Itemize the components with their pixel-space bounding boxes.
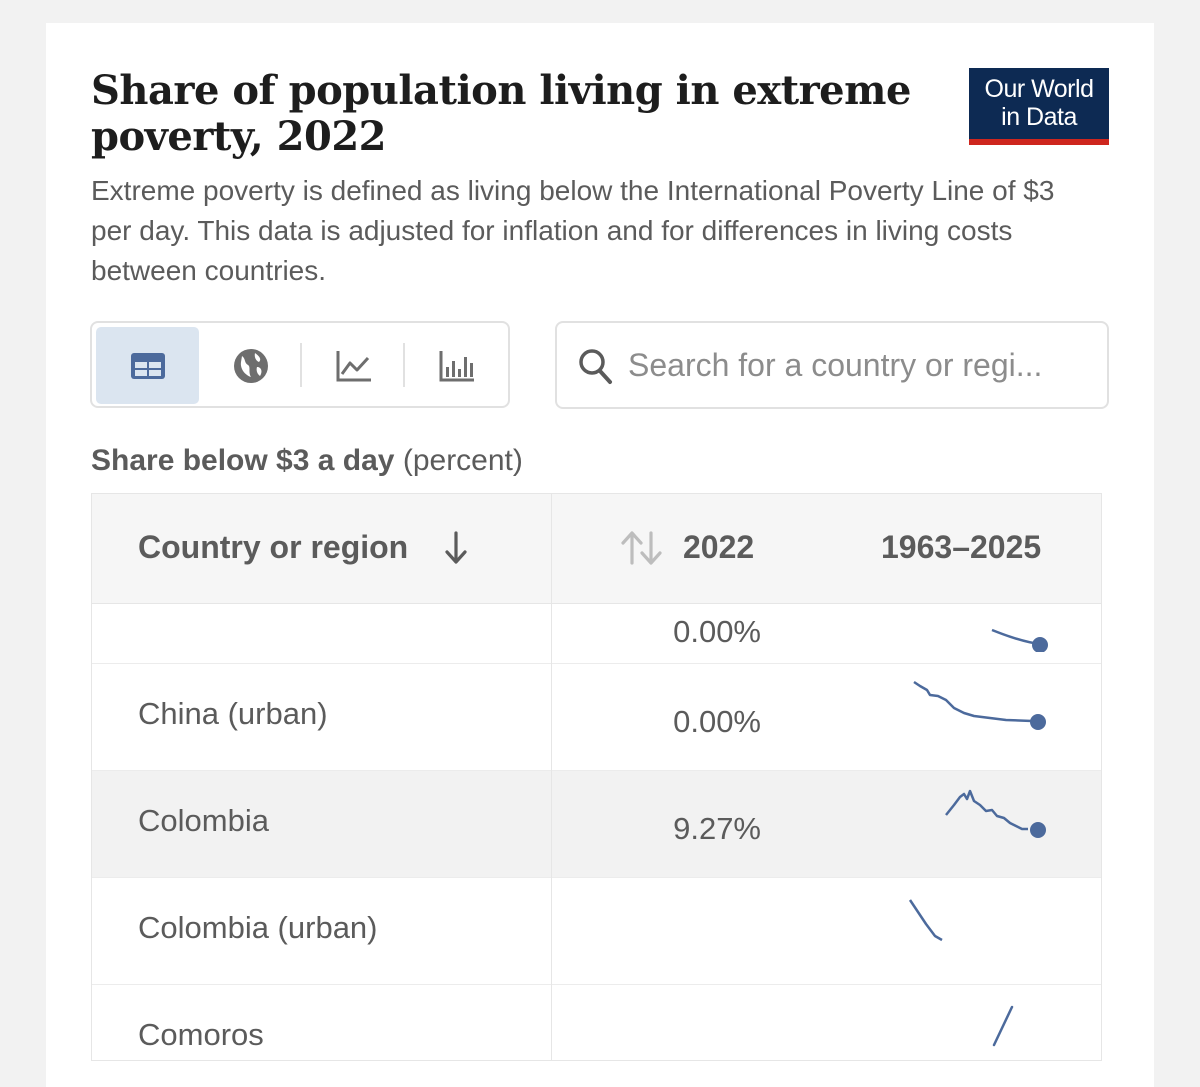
tab-bar-chart[interactable] [405, 327, 508, 404]
line-chart-icon [336, 350, 371, 381]
metric-label: Share below $3 a day (percent) [91, 441, 523, 481]
sparkline [992, 1005, 1014, 1047]
sparkline [913, 680, 1046, 730]
column-divider [551, 494, 552, 1060]
table-row[interactable]: China (urban) 0.00% [92, 664, 1101, 771]
sparkline [991, 628, 1048, 652]
search-box[interactable]: Search for a country or regi... [555, 321, 1109, 409]
view-tabs [90, 321, 510, 408]
table-row[interactable]: Colombia (urban) [92, 878, 1101, 985]
search-input[interactable]: Search for a country or regi... [628, 347, 1043, 383]
owid-logo[interactable]: Our World in Data [969, 68, 1109, 145]
table-icon [130, 352, 165, 379]
tab-separator [403, 343, 405, 387]
metric-unit: (percent) [402, 444, 523, 477]
chart-subtitle: Extreme poverty is defined as living bel… [91, 175, 1055, 286]
sparkline [945, 789, 1046, 838]
search-icon [579, 349, 612, 384]
tab-table[interactable] [96, 327, 199, 404]
logo-line-2: in Data [1001, 103, 1077, 131]
logo-line-1: Our World [984, 75, 1094, 103]
table-row[interactable]: Colombia 9.27% [92, 771, 1101, 878]
tab-line-chart[interactable] [302, 327, 405, 404]
data-table: Country or region 2022 1963–2025 0.00% C… [91, 493, 1102, 1061]
column-header-range: 1963–2025 [881, 529, 1042, 565]
column-header-year[interactable]: 2022 [683, 529, 755, 565]
tab-map[interactable] [199, 327, 302, 404]
column-header-country[interactable]: Country or region [138, 529, 409, 565]
globe-icon [233, 348, 268, 383]
row-country: Colombia [138, 803, 269, 838]
table-row[interactable]: 0.00% [92, 532, 1101, 664]
sort-icon[interactable] [620, 530, 664, 566]
row-value: 0.00% [673, 704, 761, 739]
metric-name: Share below $3 a day [91, 444, 395, 477]
chart-title: Share of population living in extreme po… [91, 67, 911, 160]
tab-separator [300, 343, 302, 387]
row-country: Comoros [138, 1017, 264, 1052]
arrow-down-icon[interactable] [444, 530, 468, 566]
row-value: 9.27% [673, 811, 761, 846]
sparkline [908, 899, 943, 942]
table-row[interactable]: Comoros [92, 985, 1101, 1060]
bar-chart-icon [439, 350, 474, 381]
table-header: Country or region 2022 1963–2025 [92, 494, 1101, 604]
chart-card: Share of population living in extreme po… [46, 23, 1154, 1087]
row-value: 0.00% [673, 614, 761, 649]
row-country: Colombia (urban) [138, 910, 378, 945]
row-country: China (urban) [138, 696, 328, 731]
